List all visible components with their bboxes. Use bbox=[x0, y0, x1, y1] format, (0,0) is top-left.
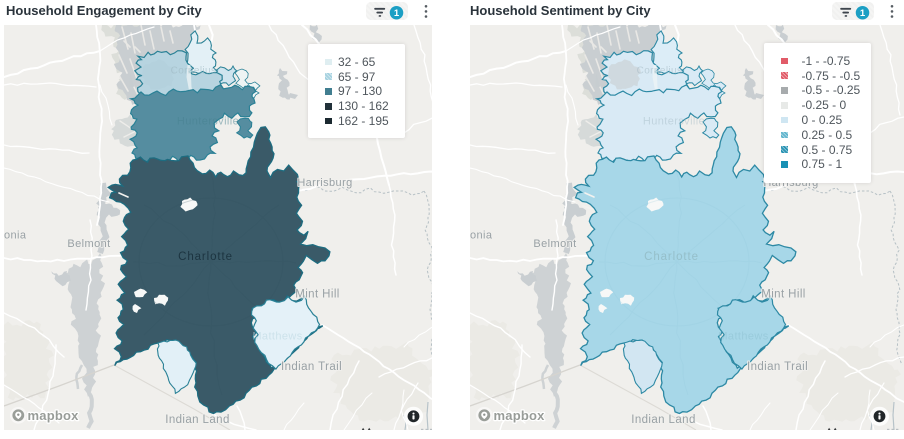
svg-text:1: 1 bbox=[860, 8, 866, 19]
svg-text:1: 1 bbox=[394, 8, 400, 19]
